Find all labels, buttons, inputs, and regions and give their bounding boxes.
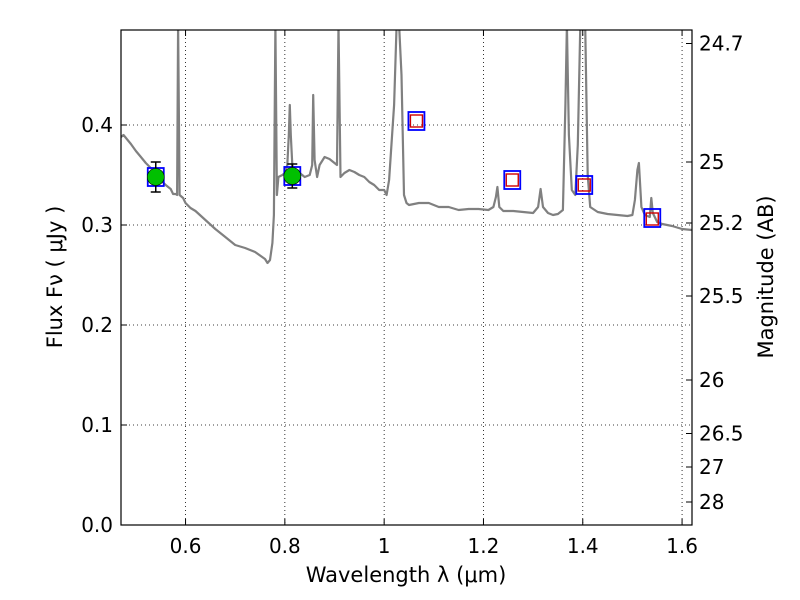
band-square-marker (575, 175, 594, 195)
x-tick-label: 0.8 (269, 534, 301, 558)
x-tick-label: 1 (378, 534, 391, 558)
synthetic-square-marker (577, 178, 591, 192)
x-tick-label: 0.6 (170, 534, 202, 558)
y-tick-label: 0.3 (81, 213, 113, 237)
band-square-marker (407, 111, 426, 131)
x-axis-title: Wavelength λ (μm) (306, 563, 507, 587)
right-tick-label: 25 (699, 150, 724, 174)
right-tick-label: 27 (699, 455, 724, 479)
y-tick-label: 0.2 (81, 313, 113, 337)
synthetic-square-marker (409, 114, 424, 128)
grid-lines (121, 30, 692, 526)
right-tick-label: 28 (699, 490, 724, 514)
y-tick-label: 0.4 (81, 113, 113, 137)
right-tick-label: 25.5 (699, 284, 744, 308)
marker-layer (146, 111, 662, 228)
synthetic-square-marker (645, 212, 659, 226)
plot-frame (120, 29, 693, 526)
y-tick-label: 0.0 (81, 513, 113, 537)
right-tick-label: 24.7 (699, 32, 744, 56)
x-tick-label: 1.2 (468, 534, 500, 558)
y-axis-right: 24.7 25 25.2 25.5 26 26.5 27 28 (686, 32, 744, 514)
x-axis: 0.6 0.8 1 1.2 1.4 1.6 (170, 30, 698, 558)
y-axis-left-title: Flux Fν ( μJy ) (43, 206, 67, 349)
observed-point (146, 168, 165, 186)
right-tick-label: 26.5 (699, 422, 744, 446)
right-tick-label: 25.2 (699, 211, 744, 235)
y-axis-left: 0.0 0.1 0.2 0.3 0.4 (81, 113, 127, 537)
band-square-marker (503, 170, 522, 190)
synthetic-square-marker (505, 173, 519, 187)
series-layer (121, 30, 692, 265)
x-tick-label: 1.4 (567, 534, 599, 558)
y-axis-right-title: Magnitude (AB) (754, 195, 778, 358)
y-tick-label: 0.1 (81, 413, 113, 437)
x-tick-label: 1.6 (666, 534, 698, 558)
band-square-marker (643, 208, 662, 228)
right-tick-label: 26 (699, 368, 724, 392)
observed-point (283, 167, 302, 185)
series-line-model-sed (121, 30, 692, 265)
